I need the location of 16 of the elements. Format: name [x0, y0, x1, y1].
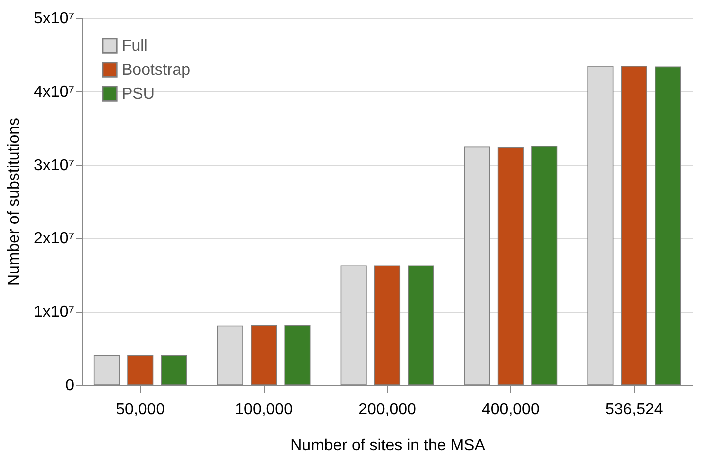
legend-label: Full	[122, 38, 148, 55]
y-tick-label: 1x10⁷	[34, 304, 75, 322]
x-tick-label: 400,000	[482, 402, 540, 418]
x-tick-label: 50,000	[116, 402, 166, 418]
x-tick-label: 200,000	[358, 402, 417, 418]
y-axis-title: Number of substitutions	[6, 118, 24, 286]
x-tick-label: 100,000	[235, 402, 294, 418]
y-tick-label: 3x10⁷	[34, 157, 75, 174]
y-tick-label: 5x10⁷	[34, 10, 75, 28]
y-tick-label: 0	[66, 378, 75, 394]
x-axis-title: Number of sites in the MSA	[290, 438, 486, 454]
x-tick-label: 536,524	[605, 402, 664, 418]
legend-label: Bootstrap	[122, 62, 191, 79]
y-tick-label: 4x10⁷	[34, 84, 75, 101]
y-tick-label: 2x10⁷	[34, 230, 75, 248]
legend-label: PSU	[122, 86, 155, 103]
